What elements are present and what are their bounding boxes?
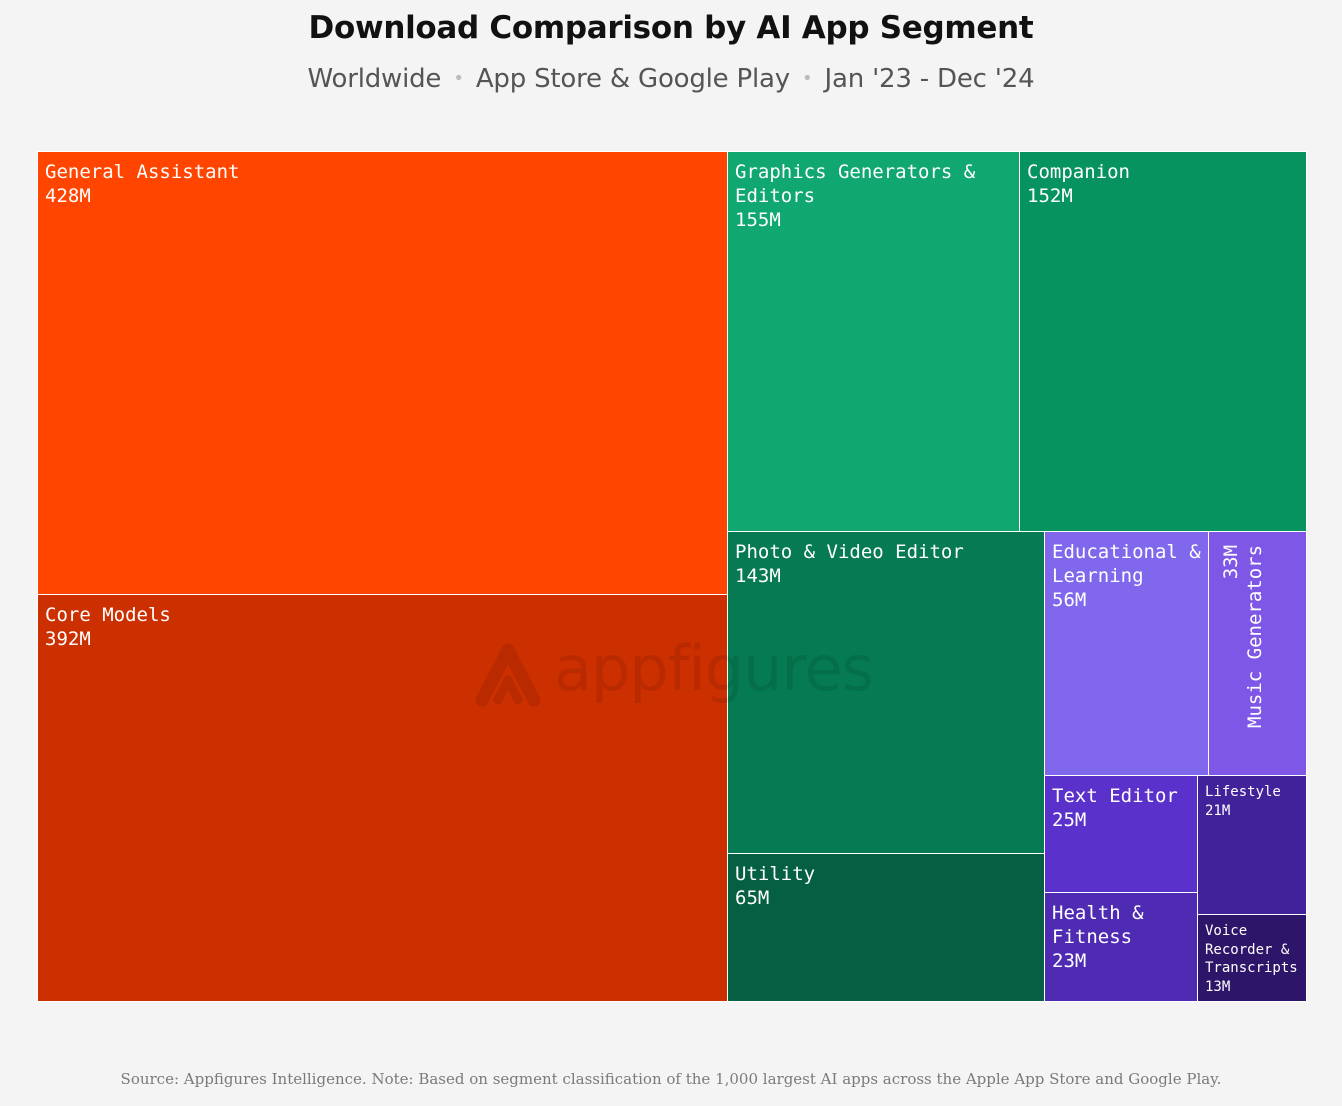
tile-label: Text Editor 25M <box>1052 784 1192 832</box>
chart-title: Download Comparison by AI App Segment <box>308 10 1034 46</box>
treemap-tile-health-and-fitness[interactable]: Health & Fitness 23M <box>1044 892 1199 1002</box>
tile-value-label: 152M <box>1027 185 1073 207</box>
tile-label: Voice Recorder & Transcripts 13M <box>1205 922 1300 996</box>
tile-value-label: 56M <box>1052 589 1087 611</box>
tile-label: Lifestyle 21M <box>1205 783 1300 820</box>
tile-segment-name: Music Generators <box>1244 544 1266 728</box>
treemap-tile-graphics-generators-and-editors[interactable]: Graphics Generators & Editors 155M <box>727 151 1021 533</box>
tile-value-label: 13M <box>1205 978 1231 995</box>
tile-segment-name: General Assistant <box>45 161 240 183</box>
chart-subtitle: Worldwide • App Store & Google Play • Ja… <box>0 64 1342 94</box>
tile-segment-name: Lifestyle <box>1205 784 1281 800</box>
treemap-tile-educational-and-learning[interactable]: Educational & Learning 56M <box>1044 531 1210 777</box>
subtitle-region: Worldwide <box>307 64 442 94</box>
treemap-tile-voice-recorder-and-transcripts[interactable]: Voice Recorder & Transcripts 13M <box>1197 914 1307 1002</box>
tile-segment-name: Graphics Generators & Editors <box>735 161 987 207</box>
subtitle-stores: App Store & Google Play <box>475 64 790 94</box>
tile-value-label: 65M <box>735 887 770 909</box>
tile-segment-name: Educational & Learning <box>1052 541 1201 587</box>
subtitle-separator: • <box>453 68 464 89</box>
treemap-tile-music-generators[interactable]: Music Generators 33M <box>1208 531 1307 777</box>
tile-value-label: 155M <box>735 209 781 231</box>
treemap-tile-lifestyle[interactable]: Lifestyle 21M <box>1197 775 1307 916</box>
tile-label: Utility 65M <box>735 862 1039 910</box>
tile-segment-name: Companion <box>1027 161 1130 183</box>
treemap-tile-photo-and-video-editor[interactable]: Photo & Video Editor 143M <box>727 531 1046 855</box>
tile-value-label: 392M <box>45 628 91 650</box>
tile-value-label: 33M <box>1220 544 1242 580</box>
tile-segment-name: Core Models <box>45 604 171 626</box>
tile-value-label: 143M <box>735 565 781 587</box>
tile-label: Photo & Video Editor 143M <box>735 540 1039 588</box>
tile-segment-name: Health & Fitness <box>1052 902 1155 948</box>
tile-label: Music Generators 33M <box>1219 545 1267 728</box>
tile-label: General Assistant 428M <box>45 160 722 208</box>
tile-segment-name: Photo & Video Editor <box>735 541 964 563</box>
subtitle-date-range: Jan '23 - Dec '24 <box>824 64 1035 94</box>
tile-value-label: 428M <box>45 185 91 207</box>
source-note: Source: Appfigures Intelligence. Note: B… <box>120 1070 1222 1088</box>
treemap-tile-text-editor[interactable]: Text Editor 25M <box>1044 775 1199 894</box>
tile-value-label: 25M <box>1052 809 1087 831</box>
tile-value-label: 21M <box>1205 802 1231 819</box>
tile-segment-name: Utility <box>735 863 816 885</box>
treemap-tile-general-assistant[interactable]: General Assistant 428M <box>37 151 729 596</box>
treemap-tile-core-models[interactable]: Core Models 392M <box>37 594 729 1002</box>
tile-label: Core Models 392M <box>45 603 722 651</box>
tile-value-label: 23M <box>1052 950 1087 972</box>
subtitle-separator: • <box>802 68 813 89</box>
tile-segment-name: Text Editor <box>1052 785 1178 807</box>
treemap-chart: General Assistant 428M Core Models 392M Grap… <box>37 151 1307 1002</box>
tile-label: Graphics Generators & Editors 155M <box>735 160 1014 232</box>
tile-label: Health & Fitness 23M <box>1052 901 1192 973</box>
tile-label: Educational & Learning 56M <box>1052 540 1203 612</box>
treemap-tile-utility[interactable]: Utility 65M <box>727 853 1046 1002</box>
treemap-tile-companion[interactable]: Companion 152M <box>1019 151 1307 533</box>
tile-label: Companion 152M <box>1027 160 1300 208</box>
tile-segment-name: Voice Recorder & Transcripts <box>1205 923 1298 976</box>
